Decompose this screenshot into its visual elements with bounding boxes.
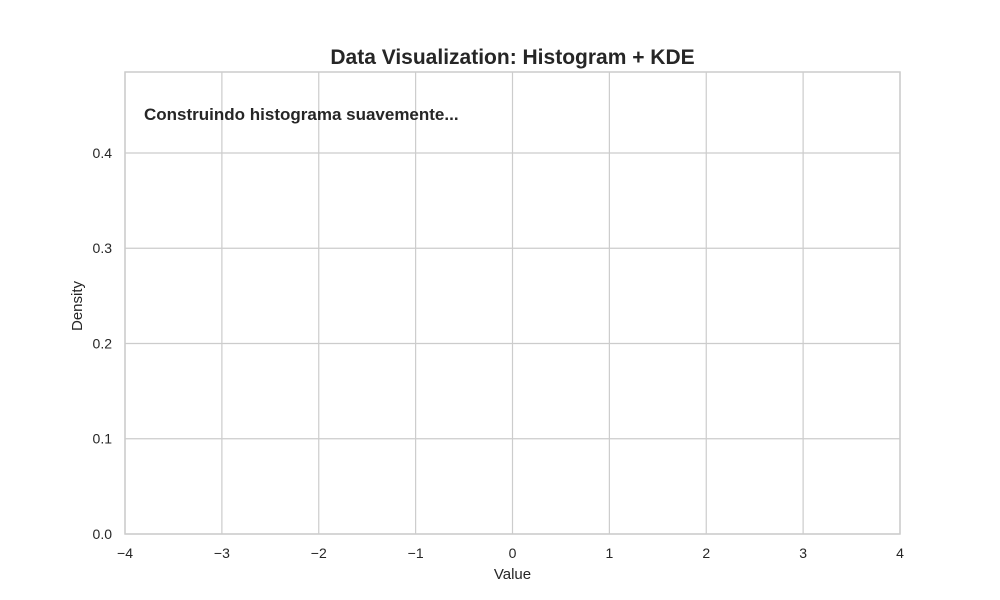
x-tick-label: 1 xyxy=(605,545,613,561)
chart-title: Data Visualization: Histogram + KDE xyxy=(330,46,694,69)
x-tick-label: 3 xyxy=(799,545,807,561)
status-annotation: Construindo histograma suavemente... xyxy=(144,105,459,124)
y-tick-label: 0.4 xyxy=(93,145,113,161)
x-tick-label: 4 xyxy=(896,545,904,561)
y-tick-label: 0.1 xyxy=(93,431,113,447)
y-axis-label: Density xyxy=(69,280,86,331)
x-tick-label: −2 xyxy=(311,545,327,561)
x-tick-label: −1 xyxy=(408,545,424,561)
x-tick-label: 0 xyxy=(509,545,517,561)
x-axis-ticks: −4 −3 −2 −1 0 1 2 3 4 xyxy=(117,545,904,561)
y-axis-ticks: 0.0 0.1 0.2 0.3 0.4 xyxy=(93,145,113,542)
x-tick-label: −4 xyxy=(117,545,133,561)
x-tick-label: −3 xyxy=(214,545,230,561)
y-tick-label: 0.0 xyxy=(93,526,113,542)
y-tick-label: 0.3 xyxy=(93,240,113,256)
x-axis-label: Value xyxy=(494,566,531,583)
plot-area-frame xyxy=(124,71,901,535)
x-tick-label: 2 xyxy=(702,545,710,561)
y-tick-label: 0.2 xyxy=(93,335,113,351)
